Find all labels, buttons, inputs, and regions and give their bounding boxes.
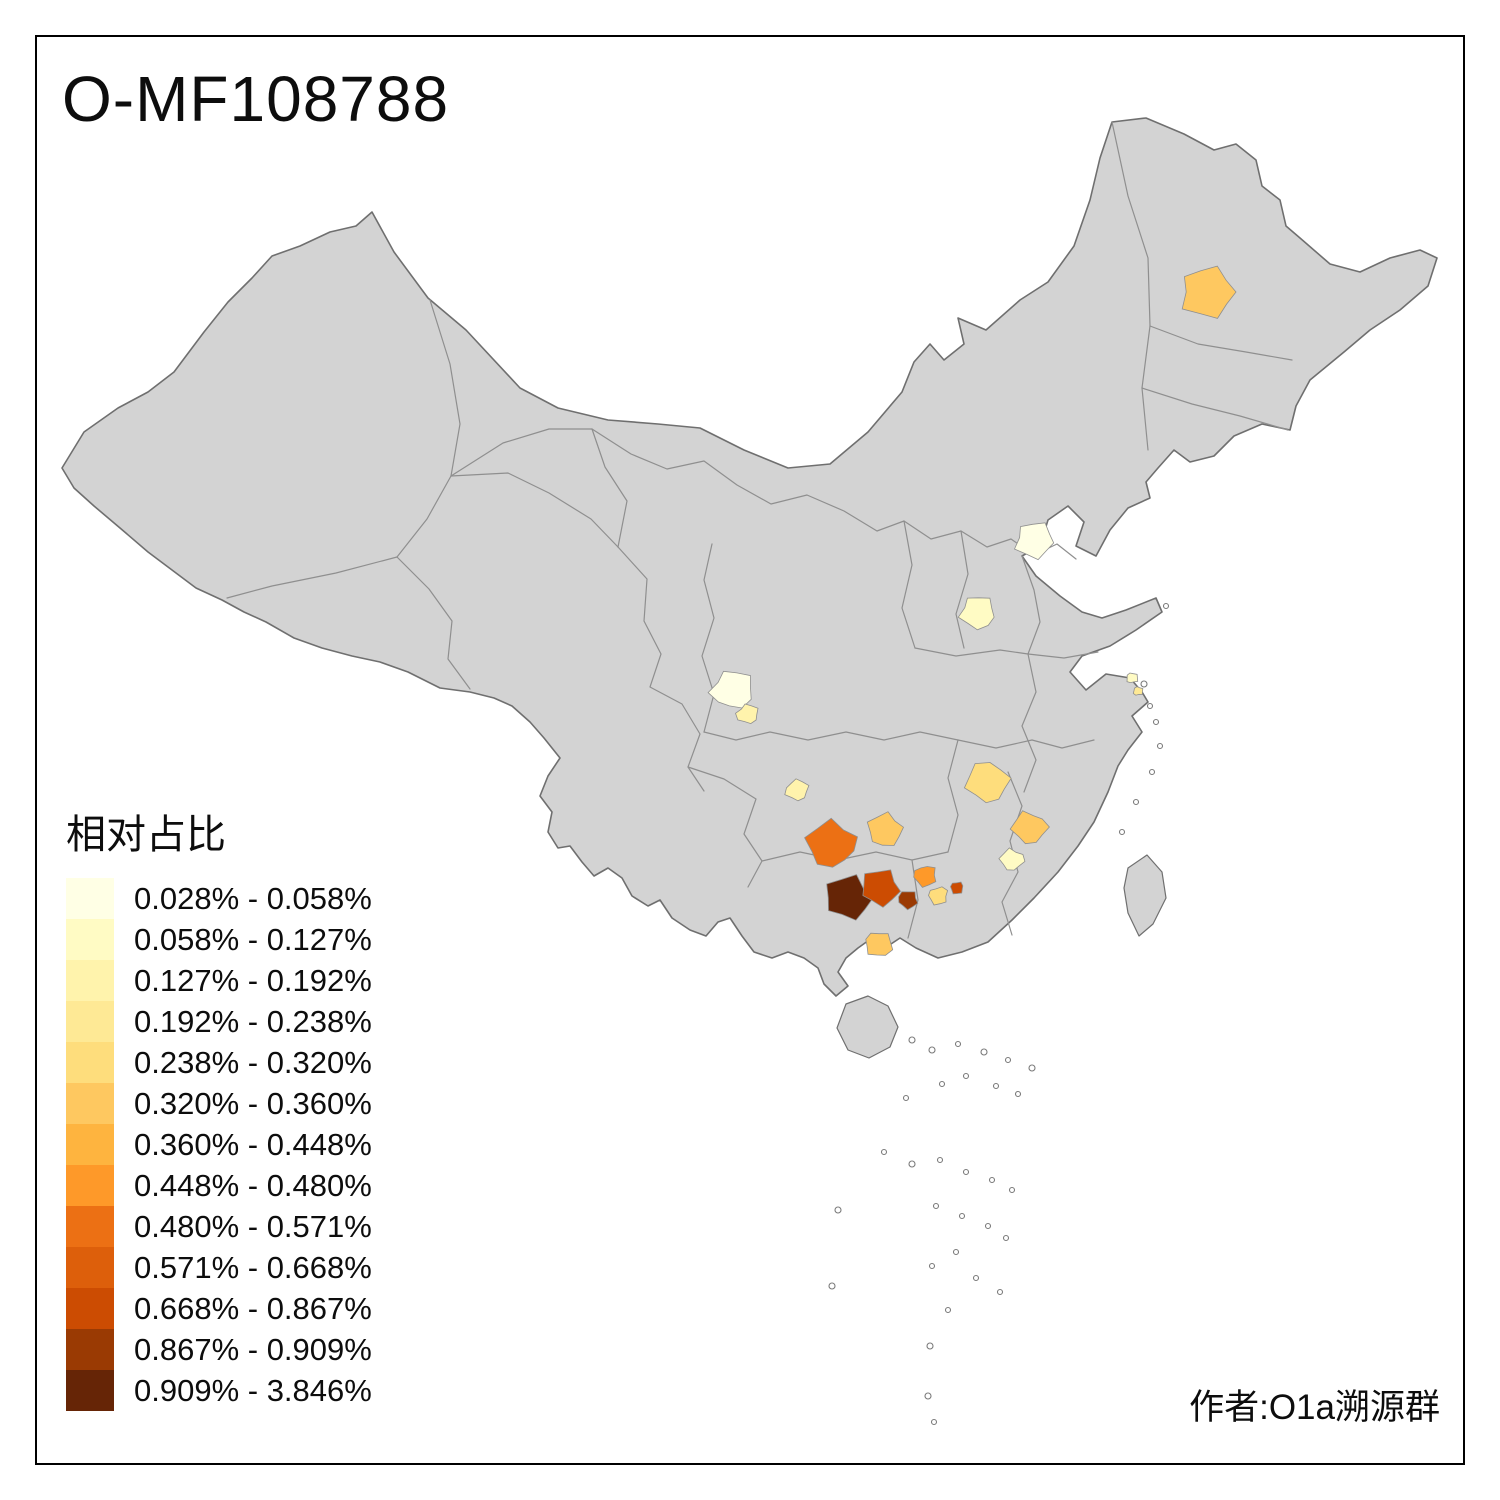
island-specks xyxy=(828,602,1170,1426)
legend-bin-label: 0.058% - 0.127% xyxy=(134,921,372,957)
highlighted-region xyxy=(866,811,905,846)
highlighted-region xyxy=(804,817,858,868)
taiwan-island xyxy=(1123,854,1167,937)
legend-swatch xyxy=(66,1165,114,1206)
legend-swatch xyxy=(66,1083,114,1124)
legend-bin-label: 0.127% - 0.192% xyxy=(134,962,372,998)
author-credit: 作者:O1a溯源群 xyxy=(1189,1388,1440,1427)
legend-swatch xyxy=(66,919,114,960)
legend-bin-label: 0.448% - 0.480% xyxy=(134,1167,372,1203)
highlighted-region xyxy=(928,886,949,906)
legend-swatch xyxy=(66,878,114,919)
legend-swatch xyxy=(66,1247,114,1288)
highlighted-region xyxy=(1009,810,1050,845)
highlighted-region xyxy=(1013,522,1055,561)
highlighted-region xyxy=(998,847,1026,871)
legend-row: 0.360% - 0.448% xyxy=(66,1124,372,1165)
legend-swatch xyxy=(66,1329,114,1370)
highlighted-regions xyxy=(707,265,1237,956)
legend-row: 0.909% - 3.846% xyxy=(66,1370,372,1411)
legend-title: 相对占比 xyxy=(66,813,226,857)
highlighted-region xyxy=(1181,265,1237,319)
legend-bin-label: 0.238% - 0.320% xyxy=(134,1044,372,1080)
legend-swatch xyxy=(66,1124,114,1165)
page-title: O-MF108788 xyxy=(62,63,450,135)
legend-row: 0.480% - 0.571% xyxy=(66,1206,372,1247)
legend: 相对占比 0.028% - 0.058% 0.058% - 0.127% 0.127… xyxy=(66,802,372,1411)
legend-swatch xyxy=(66,960,114,1001)
highlighted-region xyxy=(826,874,874,921)
highlighted-region xyxy=(865,932,894,956)
legend-row: 0.867% - 0.909% xyxy=(66,1329,372,1370)
highlighted-region xyxy=(735,703,759,725)
highlighted-region xyxy=(862,869,902,908)
legend-row: 0.320% - 0.360% xyxy=(66,1083,372,1124)
legend-row: 0.668% - 0.867% xyxy=(66,1288,372,1329)
legend-swatch xyxy=(66,1370,114,1411)
legend-swatch xyxy=(66,1001,114,1042)
legend-row: 0.028% - 0.058% xyxy=(66,878,372,919)
highlighted-region xyxy=(913,866,937,888)
china-outline xyxy=(61,117,1438,997)
highlighted-region xyxy=(1126,672,1139,684)
legend-bin-label: 0.668% - 0.867% xyxy=(134,1290,372,1326)
legend-swatch xyxy=(66,1206,114,1247)
legend-row: 0.448% - 0.480% xyxy=(66,1165,372,1206)
legend-row: 0.058% - 0.127% xyxy=(66,919,372,960)
highlighted-region xyxy=(957,597,995,631)
hainan-island xyxy=(836,995,899,1059)
legend-swatch xyxy=(66,1042,114,1083)
province-borders xyxy=(226,121,1293,939)
legend-bin-label: 0.192% - 0.238% xyxy=(134,1003,372,1039)
highlighted-region xyxy=(898,891,919,911)
legend-row: 0.571% - 0.668% xyxy=(66,1247,372,1288)
legend-row: 0.238% - 0.320% xyxy=(66,1042,372,1083)
legend-bin-label: 0.480% - 0.571% xyxy=(134,1208,372,1244)
legend-rows: 0.028% - 0.058% 0.058% - 0.127% 0.127% - 0… xyxy=(66,878,372,1411)
legend-bin-label: 0.028% - 0.058% xyxy=(134,880,372,916)
legend-row: 0.127% - 0.192% xyxy=(66,960,372,1001)
legend-bin-label: 0.571% - 0.668% xyxy=(134,1249,372,1285)
highlighted-region xyxy=(784,778,810,802)
legend-row: 0.192% - 0.238% xyxy=(66,1001,372,1042)
legend-swatch xyxy=(66,1288,114,1329)
highlighted-region xyxy=(950,881,964,895)
legend-bin-label: 0.867% - 0.909% xyxy=(134,1331,372,1367)
highlighted-region xyxy=(1132,686,1144,696)
legend-bin-label: 0.320% - 0.360% xyxy=(134,1085,372,1121)
highlighted-region xyxy=(707,670,752,709)
highlighted-region xyxy=(963,762,1012,804)
legend-bin-label: 0.909% - 3.846% xyxy=(134,1372,372,1408)
legend-bin-label: 0.360% - 0.448% xyxy=(134,1126,372,1162)
